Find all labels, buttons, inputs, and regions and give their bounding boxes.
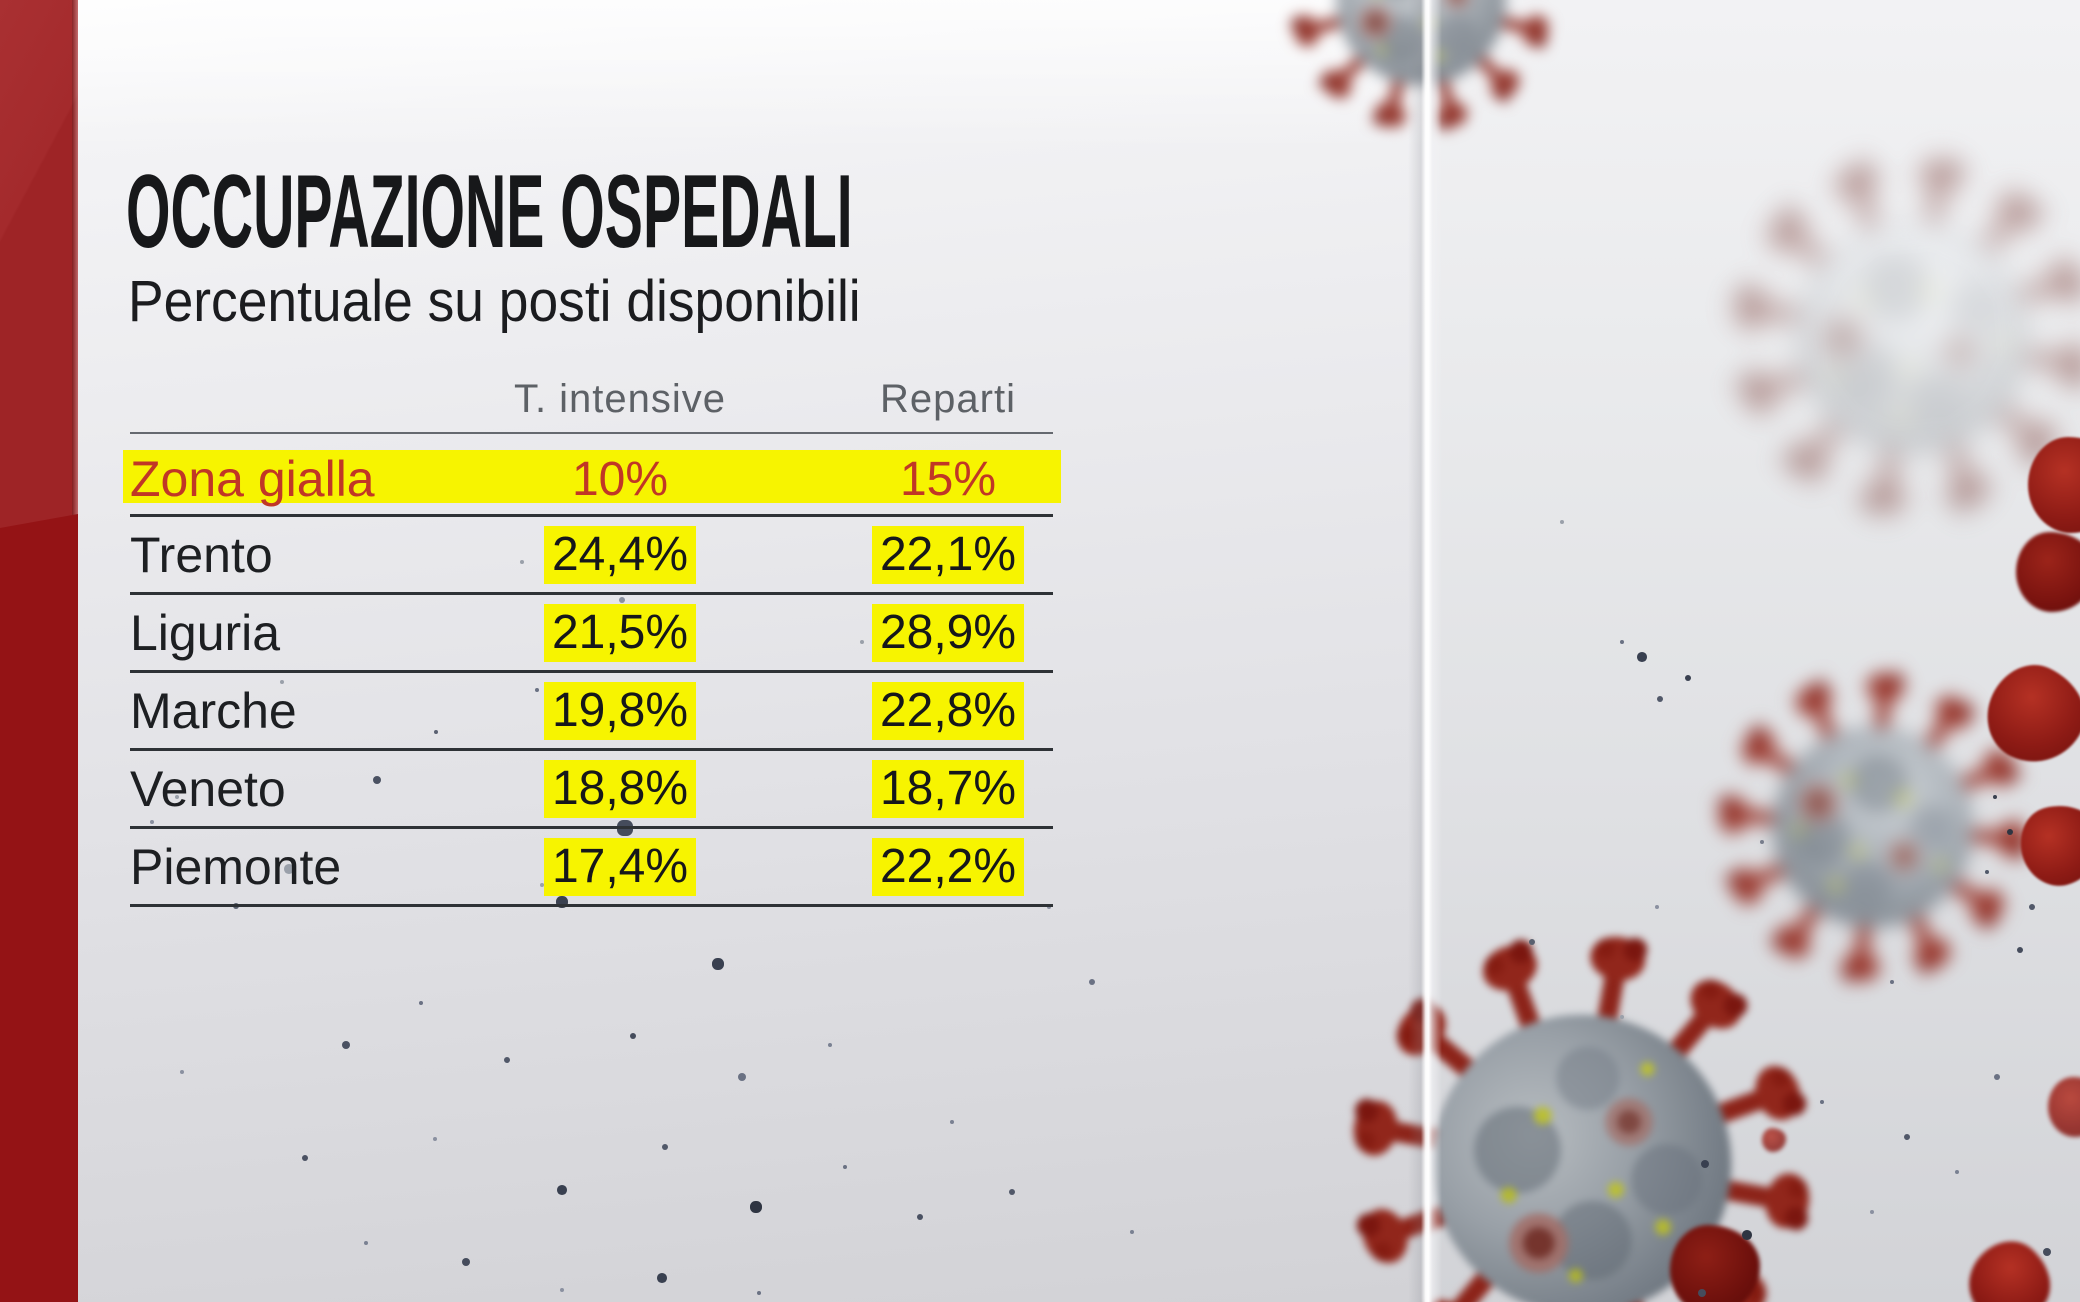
threshold-value-t-intensive: 10% [571,452,669,506]
row-label: Veneto [130,760,286,817]
value-cell: 19,8% [480,673,760,748]
value-chip: 17,4% [543,837,697,896]
value-box: 22,2% [843,837,1053,896]
red-clump [2016,532,2080,612]
header-spacer [130,376,480,432]
occupancy-table: T. intensive Reparti Zona gialla 10% 15%… [123,376,1061,907]
row-veneto: Veneto 18,8% 18,7% [130,751,1053,829]
value-cell: 24,4% [480,517,760,592]
row-piemonte: Piemonte 17,4% 22,2% [130,829,1053,907]
value-cell: 28,9% [760,595,1053,670]
red-sidebar [0,0,78,1302]
value-box: 22,1% [843,525,1053,584]
header-divider [130,432,1053,434]
page-subtitle: Percentuale su posti disponibili [128,269,861,334]
value-chip: 22,1% [871,525,1025,584]
red-clump [2048,1077,2080,1137]
virus-photo-region [1426,0,2080,1302]
red-sidebar-edge [72,0,78,1302]
row-zona-gialla: Zona gialla 10% 15% [123,450,1061,507]
page-title: OCCUPAZIONE OSPEDALI [126,154,853,270]
value-box: 28,9% [843,603,1053,662]
column-header-t-intensive: T. intensive [513,377,727,421]
value-cell: 22,2% [760,829,1053,904]
value-box: 18,7% [843,759,1053,818]
threshold-value-reparti-cell: 15% [760,450,1053,508]
threshold-value-reparti: 15% [899,452,997,506]
row-label: Trento [130,526,273,583]
row-liguria: Liguria 21,5% 28,9% [130,595,1053,673]
value-cell: 22,1% [760,517,1053,592]
row-label: Piemonte [130,838,342,895]
value-box: 22,8% [843,681,1053,740]
row-divider [130,514,1053,517]
row-trento: Trento 24,4% 22,1% [130,517,1053,595]
value-cell: 18,8% [480,751,760,826]
red-clump [1953,1226,2067,1302]
row-marche: Marche 19,8% 22,8% [130,673,1053,751]
column-header-reparti: Reparti [880,377,1016,421]
value-cell: 17,4% [480,829,760,904]
red-clump [1670,1225,1760,1302]
row-label: Zona gialla [130,451,375,507]
value-chip: 21,5% [543,603,697,662]
fold-line [1408,0,1442,1302]
value-chip: 18,7% [871,759,1025,818]
value-cell: 21,5% [480,595,760,670]
row-label: Liguria [130,604,281,661]
value-chip: 19,8% [543,681,697,740]
value-chip: 22,2% [871,837,1025,896]
virus-illustration-ghost [1641,65,2080,607]
value-chip: 24,4% [543,525,697,584]
row-label: Marche [130,682,297,739]
value-chip: 28,9% [871,603,1025,662]
value-cell: 22,8% [760,673,1053,748]
column-header-reparti-cell: Reparti [760,376,1053,432]
value-chip: 18,8% [543,759,697,818]
content-panel [78,0,1432,1302]
value-cell: 18,7% [760,751,1053,826]
table-header-row: T. intensive Reparti [130,376,1053,432]
value-chip: 22,8% [871,681,1025,740]
red-clump [1762,1128,1786,1152]
